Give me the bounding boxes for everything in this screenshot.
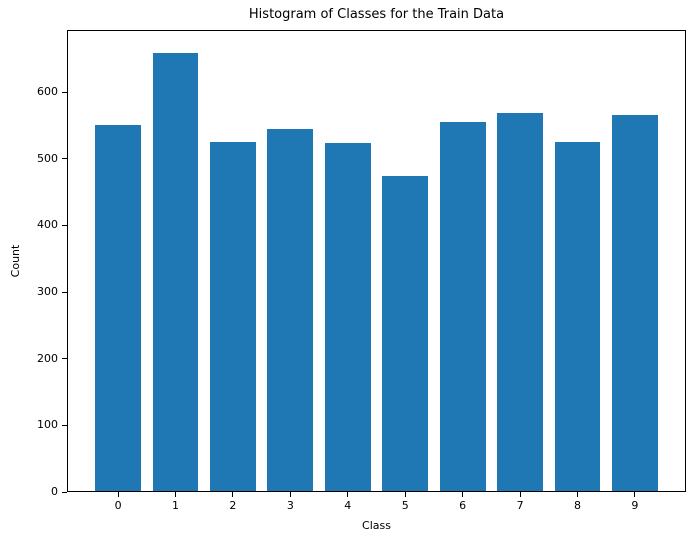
x-tick-mark — [117, 492, 119, 497]
x-tick-label: 1 — [172, 499, 179, 512]
bar-class-3 — [267, 129, 314, 491]
bar-class-2 — [210, 142, 256, 491]
bars-layer — [68, 31, 685, 491]
x-tick-mark — [175, 492, 176, 497]
x-tick-label: 4 — [344, 499, 352, 512]
x-tick-label: 0 — [114, 499, 122, 512]
y-tick-label: 500 — [37, 151, 58, 165]
bar-class-9 — [611, 115, 658, 491]
x-tick-mark — [519, 492, 521, 497]
bar-class-4 — [324, 143, 371, 491]
y-tick-label: 600 — [37, 85, 58, 98]
x-tick-label: 7 — [516, 499, 524, 512]
x-tick-label: 8 — [574, 499, 581, 512]
y-tick-mark — [62, 158, 67, 160]
y-tick-label: 100 — [37, 418, 58, 432]
y-tick-mark — [62, 91, 67, 93]
x-tick-label: 5 — [401, 499, 409, 512]
x-tick-mark — [232, 492, 234, 497]
x-tick-mark — [462, 492, 464, 497]
y-tick-mark — [62, 291, 67, 293]
x-tick-mark — [577, 492, 578, 497]
x-tick-label: 9 — [631, 499, 639, 512]
bar-class-8 — [554, 142, 601, 491]
chart-title: Histogram of Classes for the Train Data — [248, 7, 505, 22]
x-tick-mark — [289, 492, 291, 497]
y-tick-mark — [62, 491, 67, 493]
bar-class-6 — [439, 122, 486, 491]
y-tick-mark — [62, 224, 67, 226]
plot-area — [67, 30, 686, 492]
x-tick-label: 3 — [286, 499, 294, 512]
bar-class-5 — [382, 176, 429, 491]
y-axis-label: Count — [9, 244, 22, 278]
y-tick-label: 0 — [51, 485, 58, 498]
y-tick-mark — [62, 358, 67, 360]
y-tick-label: 200 — [37, 351, 58, 365]
y-tick-label: 300 — [37, 285, 58, 298]
x-tick-label: 2 — [229, 499, 237, 512]
x-tick-mark — [404, 492, 406, 497]
x-tick-mark — [634, 492, 636, 497]
x-tick-mark — [347, 492, 349, 497]
bar-class-7 — [497, 113, 543, 491]
bar-class-0 — [95, 125, 141, 491]
x-axis-label: Class — [362, 519, 391, 532]
bar-class-1 — [152, 53, 199, 491]
x-tick-label: 6 — [459, 499, 467, 512]
y-tick-mark — [62, 424, 67, 426]
y-tick-label: 400 — [37, 218, 58, 232]
